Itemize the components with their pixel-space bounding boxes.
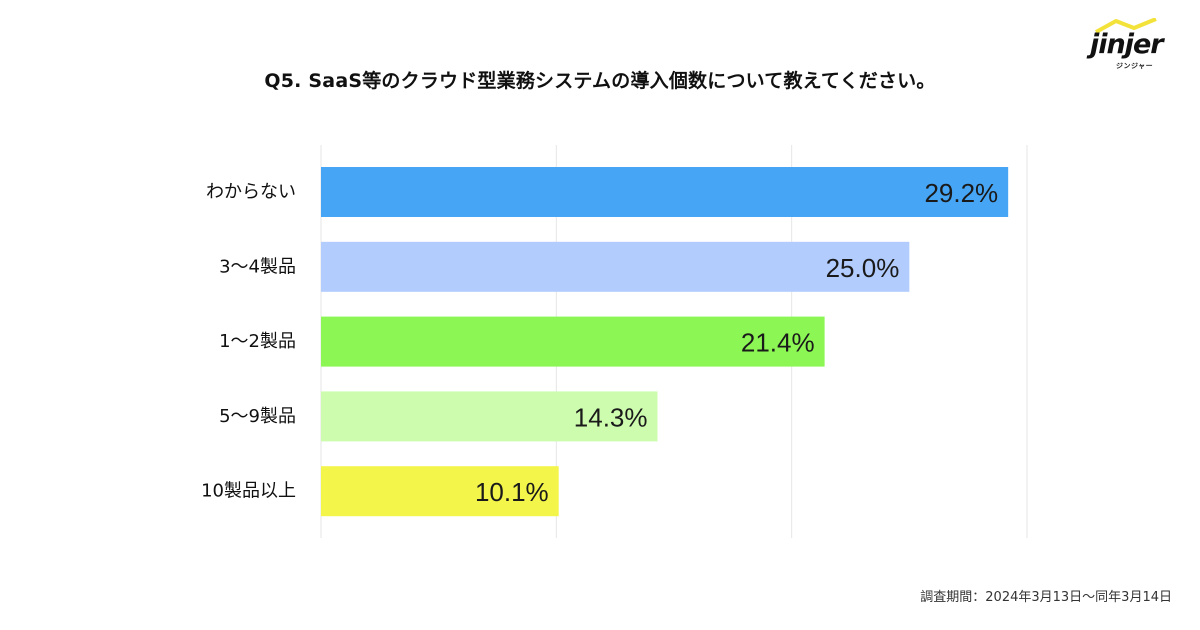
value-label-1: 25.0% bbox=[826, 253, 900, 283]
bar-2 bbox=[321, 316, 825, 367]
bar-3 bbox=[321, 391, 658, 442]
roof-icon bbox=[1095, 18, 1157, 34]
category-label-1: 3〜4製品 bbox=[219, 256, 296, 277]
logo-subtext: ジンジャー bbox=[1116, 62, 1154, 70]
value-label-4: 10.1% bbox=[475, 477, 549, 507]
logo-text: jinjer bbox=[1090, 29, 1164, 60]
category-label-0: わからない bbox=[206, 182, 296, 203]
category-label-2: 1〜2製品 bbox=[219, 331, 296, 352]
brand-logo: jinjer ジンジャー bbox=[1088, 18, 1178, 74]
value-label-3: 14.3% bbox=[574, 402, 648, 432]
bar-0 bbox=[321, 167, 1009, 217]
value-label-0: 29.2% bbox=[924, 178, 998, 208]
survey-period-note: 調査期間：2024年3月13日〜同年3月14日 bbox=[920, 590, 1172, 605]
category-label-3: 5〜9製品 bbox=[219, 406, 296, 427]
value-label-2: 21.4% bbox=[741, 328, 815, 358]
bar-4 bbox=[321, 466, 559, 517]
category-label-4: 10製品以上 bbox=[201, 481, 296, 502]
chart-title: Q5. SaaS等のクラウド型業務システムの導入個数について教えてください。 bbox=[264, 70, 936, 92]
bar-1 bbox=[321, 241, 910, 292]
